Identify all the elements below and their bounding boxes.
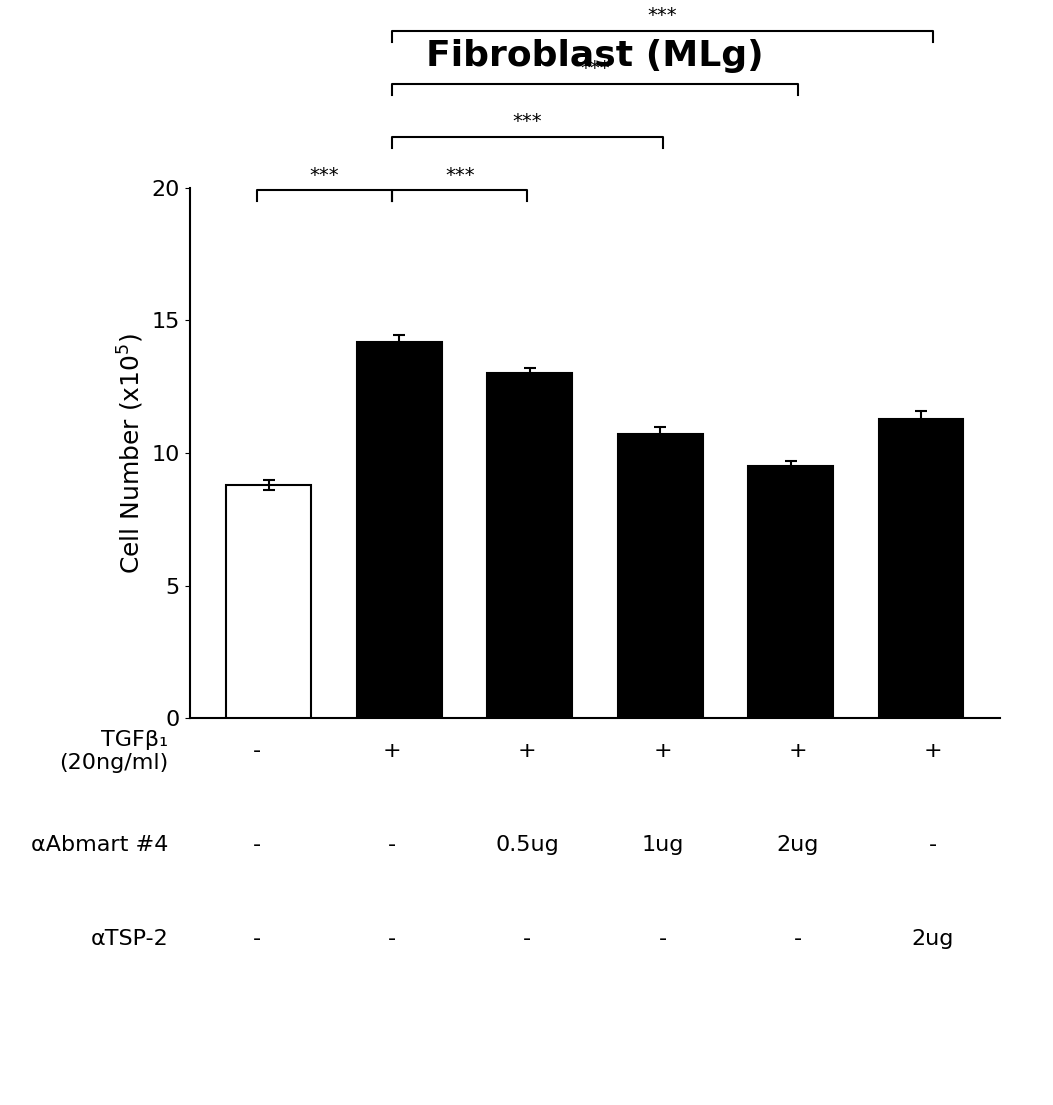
Text: 0.5ug: 0.5ug	[496, 835, 559, 855]
Text: -: -	[253, 835, 261, 855]
Text: ***: ***	[648, 7, 677, 25]
Bar	[357, 341, 441, 718]
Text: +: +	[383, 741, 401, 761]
Text: ***: ***	[580, 60, 610, 78]
Text: αTSP-2: αTSP-2	[91, 929, 168, 949]
Text: Fibroblast (MLg): Fibroblast (MLg)	[426, 39, 763, 73]
Text: 1ug: 1ug	[641, 835, 683, 855]
Text: +: +	[518, 741, 537, 761]
Text: -: -	[389, 835, 396, 855]
Text: +: +	[653, 741, 672, 761]
Text: -: -	[389, 929, 396, 949]
Text: ***: ***	[513, 113, 542, 131]
Text: -: -	[658, 929, 667, 949]
Bar	[618, 434, 702, 718]
Text: -: -	[929, 835, 937, 855]
Bar	[749, 466, 833, 718]
Text: -: -	[794, 929, 801, 949]
Text: -: -	[523, 929, 532, 949]
Text: ***: ***	[445, 166, 475, 185]
Bar	[878, 419, 963, 718]
Text: +: +	[789, 741, 807, 761]
Text: +: +	[923, 741, 942, 761]
Y-axis label: Cell Number (x10$^5$): Cell Number (x10$^5$)	[116, 333, 146, 573]
Text: TGFβ₁
(20ng/ml): TGFβ₁ (20ng/ml)	[59, 729, 168, 774]
Text: -: -	[253, 929, 261, 949]
Text: 2ug: 2ug	[912, 929, 954, 949]
Text: ***: ***	[310, 166, 339, 185]
Text: 2ug: 2ug	[776, 835, 819, 855]
Bar	[488, 373, 572, 718]
Bar	[226, 485, 312, 718]
Text: αAbmart #4: αAbmart #4	[32, 835, 168, 855]
Text: -: -	[253, 741, 261, 761]
